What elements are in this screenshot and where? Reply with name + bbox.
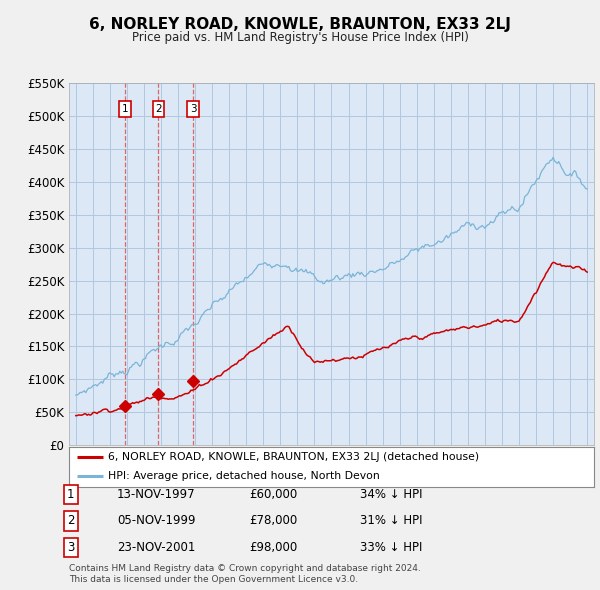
Text: HPI: Average price, detached house, North Devon: HPI: Average price, detached house, Nort… bbox=[109, 471, 380, 481]
Text: 1: 1 bbox=[121, 104, 128, 114]
Text: £98,000: £98,000 bbox=[249, 541, 297, 554]
Text: Contains HM Land Registry data © Crown copyright and database right 2024.: Contains HM Land Registry data © Crown c… bbox=[69, 565, 421, 573]
Text: 3: 3 bbox=[67, 541, 74, 554]
Text: 2: 2 bbox=[67, 514, 74, 527]
Text: 05-NOV-1999: 05-NOV-1999 bbox=[117, 514, 196, 527]
Text: Price paid vs. HM Land Registry's House Price Index (HPI): Price paid vs. HM Land Registry's House … bbox=[131, 31, 469, 44]
Text: 34% ↓ HPI: 34% ↓ HPI bbox=[360, 488, 422, 501]
Text: 6, NORLEY ROAD, KNOWLE, BRAUNTON, EX33 2LJ (detached house): 6, NORLEY ROAD, KNOWLE, BRAUNTON, EX33 2… bbox=[109, 453, 479, 463]
Text: 31% ↓ HPI: 31% ↓ HPI bbox=[360, 514, 422, 527]
Text: 2: 2 bbox=[155, 104, 162, 114]
Text: This data is licensed under the Open Government Licence v3.0.: This data is licensed under the Open Gov… bbox=[69, 575, 358, 584]
Text: £78,000: £78,000 bbox=[249, 514, 297, 527]
Text: 13-NOV-1997: 13-NOV-1997 bbox=[117, 488, 196, 501]
Text: 1: 1 bbox=[67, 488, 74, 501]
Text: 3: 3 bbox=[190, 104, 197, 114]
Text: 33% ↓ HPI: 33% ↓ HPI bbox=[360, 541, 422, 554]
Text: 23-NOV-2001: 23-NOV-2001 bbox=[117, 541, 196, 554]
Text: £60,000: £60,000 bbox=[249, 488, 297, 501]
Text: 6, NORLEY ROAD, KNOWLE, BRAUNTON, EX33 2LJ: 6, NORLEY ROAD, KNOWLE, BRAUNTON, EX33 2… bbox=[89, 17, 511, 31]
